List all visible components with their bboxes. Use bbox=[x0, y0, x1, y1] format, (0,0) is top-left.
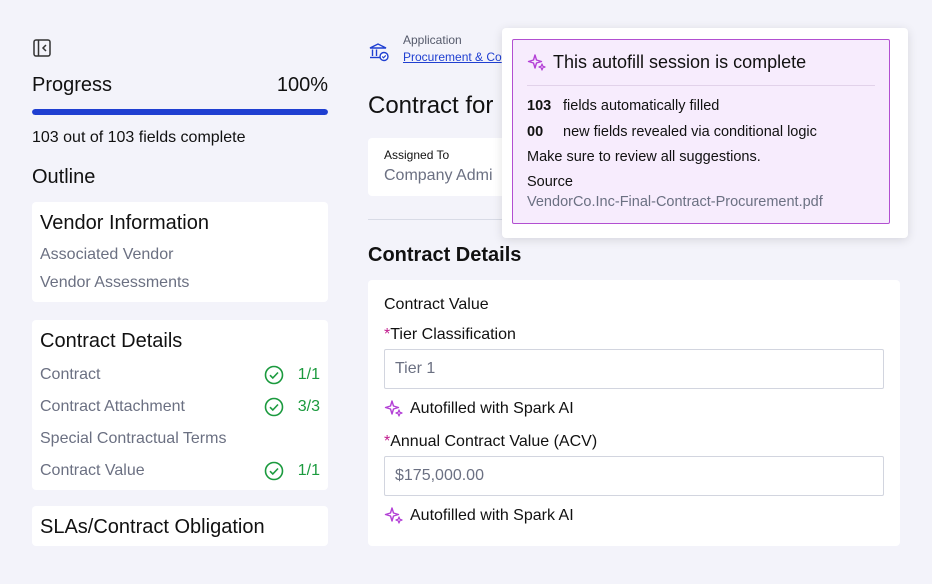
sparkle-icon bbox=[527, 53, 546, 71]
contract-details-card: Contract Value *Tier Classification Auto… bbox=[368, 280, 900, 546]
popup-title: This autofill session is complete bbox=[553, 52, 807, 72]
check-circle-icon bbox=[264, 397, 284, 417]
outline-section-contract-details: Contract Details Contract 1/1 Contract A… bbox=[32, 320, 328, 490]
section-title[interactable]: SLAs/Contract Obligation bbox=[40, 516, 265, 538]
autofill-text: Autofilled with Spark AI bbox=[410, 507, 574, 524]
section-title[interactable]: Vendor Information bbox=[40, 212, 209, 234]
contract-details-title: Contract Details bbox=[368, 244, 522, 266]
item-count: 3/3 bbox=[297, 398, 320, 415]
required-marker: * bbox=[384, 433, 391, 450]
outline-section-slas: SLAs/Contract Obligation bbox=[32, 506, 328, 546]
item-count: 1/1 bbox=[297, 462, 320, 479]
contract-value-subtitle: Contract Value bbox=[384, 296, 489, 313]
check-circle-icon bbox=[264, 365, 284, 385]
outline-item-label: Associated Vendor bbox=[40, 246, 174, 263]
item-status: 3/3 bbox=[264, 397, 320, 417]
application-label: Application bbox=[403, 33, 462, 47]
outline-item-contract[interactable]: Contract 1/1 bbox=[40, 359, 320, 391]
outline-item-contract-attachment[interactable]: Contract Attachment 3/3 bbox=[40, 391, 320, 423]
bank-building-icon bbox=[369, 43, 389, 62]
filled-text: fields automatically filled bbox=[563, 98, 720, 114]
fields-complete-text: 103 out of 103 fields complete bbox=[32, 129, 246, 146]
progress-label: Progress bbox=[32, 74, 113, 96]
check-circle-icon bbox=[264, 461, 284, 481]
sparkle-icon bbox=[384, 400, 403, 417]
section-title[interactable]: Contract Details bbox=[40, 330, 183, 352]
tier-classification-label: *Tier Classification bbox=[384, 326, 884, 344]
collapse-panel-icon[interactable] bbox=[32, 38, 52, 58]
outline-item-label: Contract bbox=[40, 366, 101, 383]
review-note: Make sure to review all suggestions. bbox=[527, 149, 761, 165]
revealed-text: new fields revealed via conditional logi… bbox=[563, 124, 817, 140]
progress-fill bbox=[32, 109, 328, 115]
outline-item-vendor-assessments[interactable]: Vendor Assessments bbox=[40, 269, 320, 297]
popup-header: This autofill session is complete bbox=[527, 40, 875, 86]
acv-input[interactable] bbox=[384, 456, 884, 496]
outline-item-associated-vendor[interactable]: Associated Vendor bbox=[40, 241, 320, 269]
autofill-note: Autofilled with Spark AI bbox=[384, 399, 884, 419]
outline-item-special-contractual-terms[interactable]: Special Contractual Terms bbox=[40, 423, 320, 455]
autofill-summary-panel: This autofill session is complete 103 fi… bbox=[512, 39, 890, 224]
outline-item-label: Contract Attachment bbox=[40, 398, 185, 415]
field-label-text: Tier Classification bbox=[390, 326, 516, 343]
autofill-text: Autofilled with Spark AI bbox=[410, 400, 574, 417]
acv-label: *Annual Contract Value (ACV) bbox=[384, 433, 884, 451]
revealed-count: 00 bbox=[527, 124, 544, 140]
page-title: Contract for bbox=[368, 92, 494, 119]
outline-title: Outline bbox=[32, 166, 96, 188]
assigned-to-label: Assigned To bbox=[384, 148, 450, 162]
sparkle-icon bbox=[384, 507, 403, 524]
item-count: 1/1 bbox=[297, 366, 320, 383]
fields-revealed-line: 00 new fields revealed via conditional l… bbox=[527, 124, 875, 140]
fields-filled-line: 103 fields automatically filled bbox=[527, 98, 875, 114]
progress-header: Progress 100% bbox=[32, 74, 328, 97]
field-label-text: Annual Contract Value (ACV) bbox=[390, 433, 598, 450]
outline-item-label: Contract Value bbox=[40, 462, 145, 479]
filled-count: 103 bbox=[527, 98, 552, 114]
progress-bar bbox=[32, 109, 328, 115]
source-file[interactable]: VendorCo.Inc-Final-Contract-Procurement.… bbox=[527, 194, 823, 210]
application-link[interactable]: Procurement & Co bbox=[403, 50, 502, 64]
outline-item-label: Special Contractual Terms bbox=[40, 430, 227, 447]
outline-section-vendor-information: Vendor Information Associated Vendor Ven… bbox=[32, 202, 328, 302]
item-status: 1/1 bbox=[264, 365, 320, 385]
progress-percent: 100% bbox=[276, 74, 328, 96]
assigned-to-value[interactable]: Company Admi bbox=[384, 167, 493, 184]
item-status: 1/1 bbox=[264, 461, 320, 481]
source-label: Source bbox=[527, 174, 573, 190]
required-marker: * bbox=[384, 326, 391, 343]
autofill-note: Autofilled with Spark AI bbox=[384, 506, 884, 526]
outline-item-label: Vendor Assessments bbox=[40, 274, 190, 291]
outline-item-contract-value[interactable]: Contract Value 1/1 bbox=[40, 455, 320, 487]
tier-classification-input[interactable] bbox=[384, 349, 884, 389]
